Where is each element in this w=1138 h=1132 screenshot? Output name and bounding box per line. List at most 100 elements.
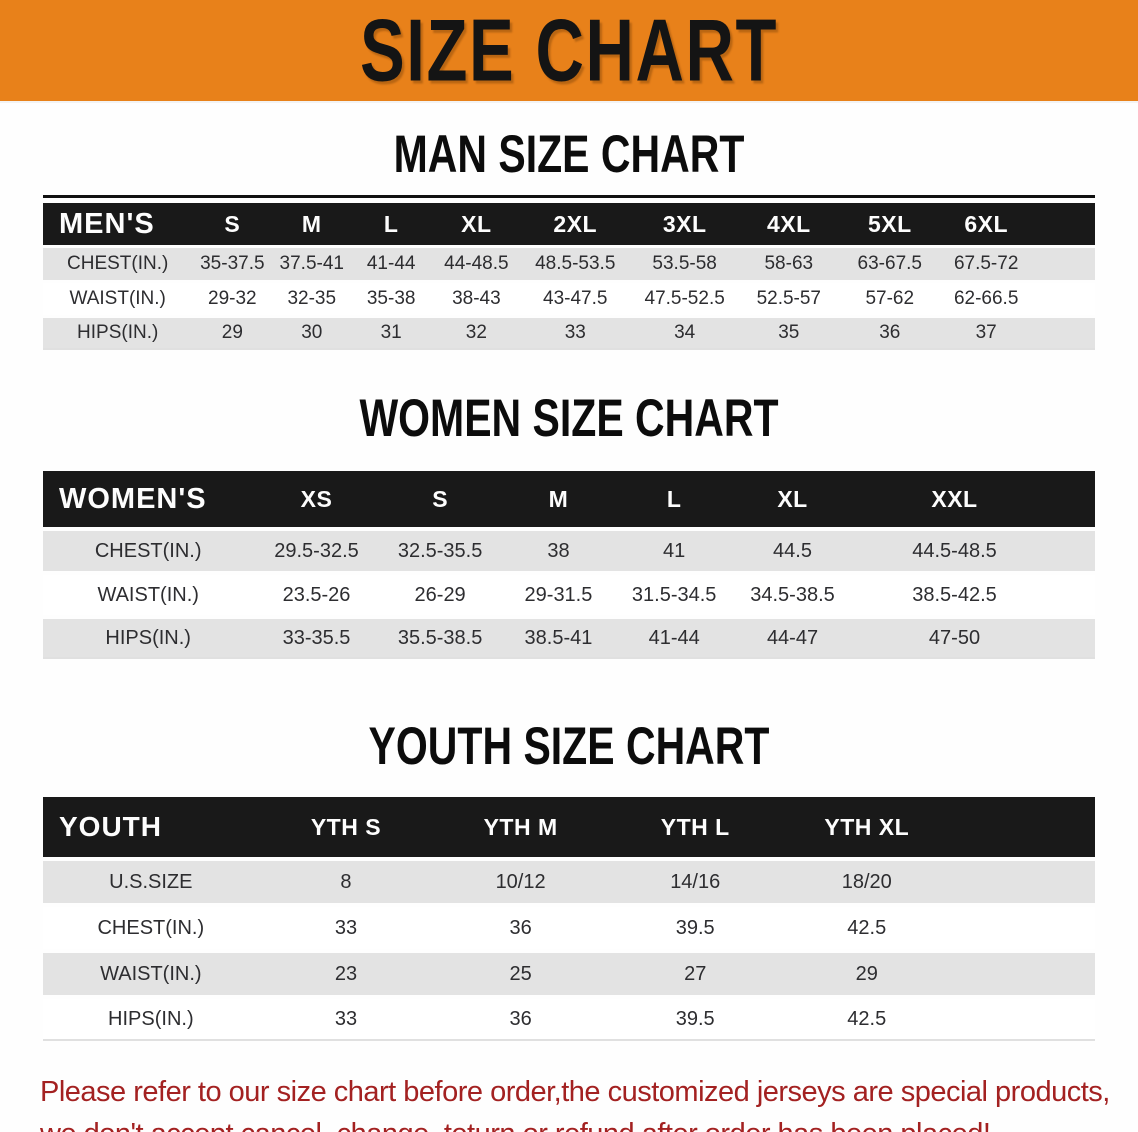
size-cell: 23.5-26 <box>253 575 380 615</box>
row-label: CHEST(IN.) <box>43 907 259 949</box>
youth-size-chart-heading: YOUTH SIZE CHART <box>368 716 770 776</box>
size-cell: 39.5 <box>607 999 783 1041</box>
size-cell: 23 <box>258 953 434 995</box>
order-disclaimer: Please refer to our size chart before or… <box>40 1071 1138 1132</box>
size-cell: 25 <box>433 953 608 995</box>
size-cell: 34 <box>628 318 741 350</box>
size-column-header: L <box>616 471 733 527</box>
men-size-table: MEN'S S M L XL 2XL 3XL 4XL 5XL 6XL CHEST(IN.) 35-3… <box>43 200 1095 353</box>
size-column-header: XXL <box>853 471 1095 527</box>
row-label: HIPS(IN.) <box>43 999 259 1041</box>
size-cell: 33 <box>258 999 434 1041</box>
size-cell: 38 <box>500 531 617 571</box>
row-label: WAIST(IN.) <box>43 283 193 315</box>
size-cell: 33 <box>521 318 629 350</box>
size-column-header: 6XL <box>942 203 1095 245</box>
size-cell: 35-37.5 <box>192 248 273 280</box>
table-row: CHEST(IN.) 29.5-32.5 32.5-35.5 38 41 44.5 44.5… <box>43 531 1095 571</box>
row-label: WAIST(IN.) <box>43 953 259 995</box>
size-cell: 42.5 <box>782 907 1095 949</box>
youth-size-section: YOUTH SIZE CHART YOUTH YTH S YTH M YTH L YTH… <box>0 716 1138 1045</box>
table-row: WAIST(IN.) 29-32 32-35 35-38 38-43 43-47.5 47.… <box>43 283 1095 315</box>
size-cell: 10/12 <box>433 861 608 903</box>
size-cell: 33 <box>258 907 434 949</box>
size-column-header: YTH XL <box>782 797 1095 857</box>
size-cell: 63-67.5 <box>837 248 943 280</box>
size-cell: 67.5-72 <box>942 248 1095 280</box>
size-column-header: 4XL <box>740 203 838 245</box>
table-label-header: WOMEN'S <box>43 471 254 527</box>
size-column-header: S <box>192 203 273 245</box>
size-cell: 44.5-48.5 <box>853 531 1095 571</box>
banner-title: SIZE CHART <box>359 1 779 100</box>
size-cell: 38.5-42.5 <box>853 575 1095 615</box>
table-row: U.S.SIZE 8 10/12 14/16 18/20 <box>43 861 1095 903</box>
size-cell: 38.5-41 <box>500 619 617 659</box>
disclaimer-line-1: Please refer to our size chart before or… <box>40 1076 1110 1108</box>
size-cell: 35.5-38.5 <box>379 619 501 659</box>
size-cell: 47.5-52.5 <box>628 283 741 315</box>
size-cell: 44.5 <box>732 531 853 571</box>
size-cell: 29-32 <box>192 283 273 315</box>
size-cell: 57-62 <box>837 283 943 315</box>
size-cell: 29 <box>192 318 273 350</box>
size-cell: 37 <box>942 318 1095 350</box>
youth-size-table: YOUTH YTH S YTH M YTH L YTH XL U.S.SIZE 8 10/1… <box>43 793 1095 1045</box>
size-cell: 26-29 <box>379 575 501 615</box>
table-row: HIPS(IN.) 33 36 39.5 42.5 <box>43 999 1095 1041</box>
size-cell: 30 <box>272 318 352 350</box>
size-cell: 29 <box>782 953 1095 995</box>
table-label-header: MEN'S <box>43 203 193 245</box>
size-column-header: XL <box>431 203 522 245</box>
size-cell: 31.5-34.5 <box>616 575 733 615</box>
women-size-section: WOMEN SIZE CHART WOMEN'S XS S M L XL XXL CHEST… <box>0 392 1138 663</box>
size-cell: 29-31.5 <box>500 575 617 615</box>
size-column-header: L <box>351 203 432 245</box>
table-label-header: YOUTH <box>43 797 259 857</box>
size-header-row: YOUTH YTH S YTH M YTH L YTH XL <box>43 797 1095 857</box>
size-column-header: 2XL <box>521 203 629 245</box>
size-cell: 35-38 <box>351 283 432 315</box>
size-cell: 33-35.5 <box>253 619 380 659</box>
size-column-header: M <box>272 203 352 245</box>
row-label: CHEST(IN.) <box>43 248 193 280</box>
men-size-section: MAN SIZE CHART MEN'S S M L XL 2XL 3XL 4XL 5XL 6XL… <box>0 128 1138 353</box>
size-cell: 36 <box>433 999 608 1041</box>
size-column-header: S <box>379 471 501 527</box>
men-table-top-border <box>43 195 1095 198</box>
row-label: CHEST(IN.) <box>43 531 254 571</box>
size-cell: 14/16 <box>607 861 783 903</box>
row-label: HIPS(IN.) <box>43 619 254 659</box>
size-chart-banner: SIZE CHART <box>0 0 1138 103</box>
size-cell: 8 <box>258 861 434 903</box>
size-cell: 47-50 <box>853 619 1095 659</box>
size-cell: 29.5-32.5 <box>253 531 380 571</box>
table-row: WAIST(IN.) 23 25 27 29 <box>43 953 1095 995</box>
disclaimer-line-2: we don't accept cancel, change, teturn o… <box>40 1113 1138 1132</box>
size-cell: 41-44 <box>616 619 733 659</box>
size-cell: 39.5 <box>607 907 783 949</box>
size-column-header: 3XL <box>628 203 741 245</box>
size-header-row: WOMEN'S XS S M L XL XXL <box>43 471 1095 527</box>
size-cell: 44-48.5 <box>431 248 522 280</box>
women-size-table: WOMEN'S XS S M L XL XXL CHEST(IN.) 29.5-32.5 32.… <box>43 467 1095 663</box>
size-cell: 58-63 <box>740 248 838 280</box>
size-cell: 32 <box>431 318 522 350</box>
size-header-row: MEN'S S M L XL 2XL 3XL 4XL 5XL 6XL <box>43 203 1095 245</box>
size-cell: 32-35 <box>272 283 352 315</box>
size-cell: 36 <box>837 318 943 350</box>
size-cell: 43-47.5 <box>521 283 629 315</box>
size-cell: 32.5-35.5 <box>379 531 501 571</box>
size-column-header: YTH L <box>607 797 783 857</box>
size-cell: 36 <box>433 907 608 949</box>
size-cell: 34.5-38.5 <box>732 575 853 615</box>
size-column-header: YTH S <box>258 797 434 857</box>
table-row: WAIST(IN.) 23.5-26 26-29 29-31.5 31.5-34.5 34… <box>43 575 1095 615</box>
size-cell: 18/20 <box>782 861 1095 903</box>
size-cell: 27 <box>607 953 783 995</box>
size-cell: 52.5-57 <box>740 283 838 315</box>
size-cell: 44-47 <box>732 619 853 659</box>
size-cell: 35 <box>740 318 838 350</box>
row-label: WAIST(IN.) <box>43 575 254 615</box>
size-cell: 41-44 <box>351 248 432 280</box>
